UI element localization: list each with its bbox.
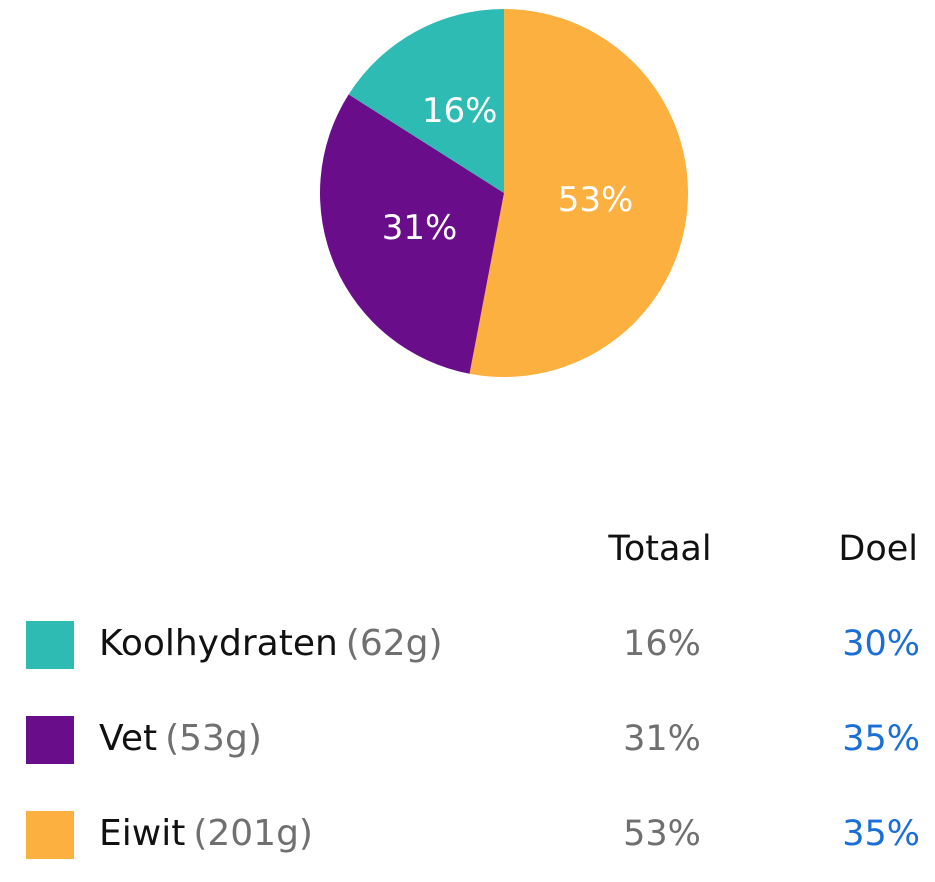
pie-label: 31% [382,208,458,248]
goal-percent: 35% [842,814,920,854]
macro-amount: (53g) [165,718,262,759]
header-goal: Doel [838,529,918,569]
pie-slice [320,94,504,374]
goal-percent: 30% [842,624,920,664]
header-total: Totaal [607,529,711,569]
macro-name: Koolhydraten [99,623,338,664]
macro-label: Vet (53g) [99,718,262,759]
macro-label: Eiwit (201g) [99,813,313,854]
legend-swatch [26,811,74,859]
total-percent: 53% [623,814,701,854]
total-percent: 31% [623,719,701,759]
macro-label: Koolhydraten (62g) [99,623,443,664]
macro-name: Vet [99,718,157,759]
macro-amount: (62g) [346,623,443,664]
macro-name: Eiwit [99,813,185,854]
legend-swatch [26,621,74,669]
macro-amount: (201g) [193,813,313,854]
pie-slice [469,9,688,377]
pie-label: 53% [558,180,634,220]
total-percent: 16% [623,624,701,664]
pie-slice [348,8,504,193]
goal-percent: 35% [842,719,920,759]
pie-label: 16% [422,91,498,131]
legend-swatch [26,716,74,764]
